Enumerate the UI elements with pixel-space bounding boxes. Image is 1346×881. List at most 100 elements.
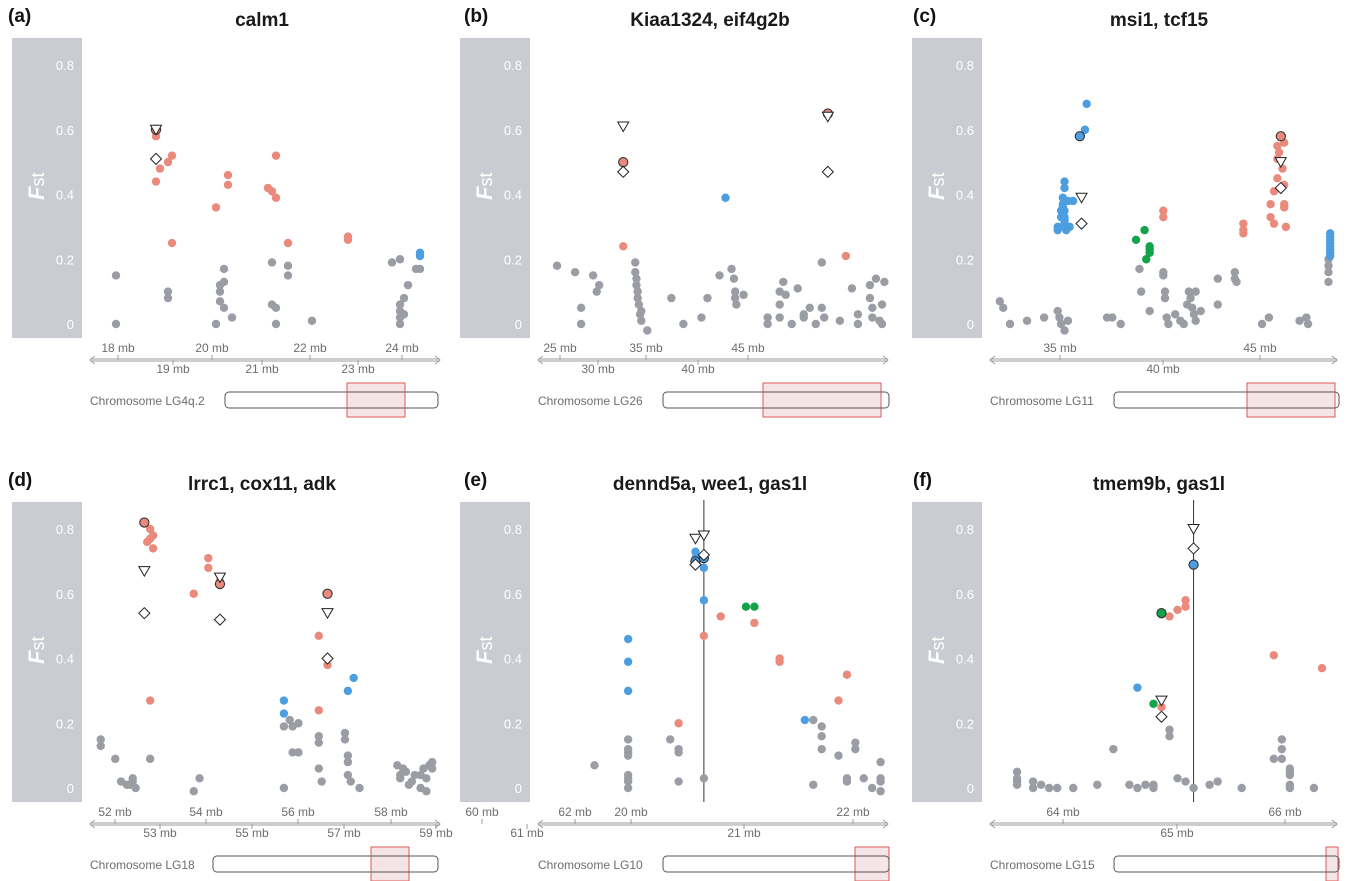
x-tick-label-top: 22 mb xyxy=(293,341,327,355)
panel-title: Kiaa1324, eif4g2b xyxy=(630,10,789,31)
x-tick-label-bottom: 19 mb xyxy=(156,362,190,376)
x-tick-label-bottom: 53 mb xyxy=(143,826,177,840)
data-point-red xyxy=(1239,219,1248,228)
triangle-marker xyxy=(213,572,227,584)
y-tick-label: 0.2 xyxy=(56,716,74,731)
data-point-blue xyxy=(721,193,730,202)
panel-letter: (e) xyxy=(464,470,487,491)
triangle-marker xyxy=(616,121,630,133)
data-point-gray xyxy=(1028,777,1038,786)
data-point-gray xyxy=(703,293,712,303)
data-point-gray xyxy=(576,303,586,313)
outlined-point xyxy=(1275,131,1286,142)
chromosome-ideogram xyxy=(212,855,439,873)
chromosome-ideogram xyxy=(1113,855,1340,873)
data-point-gray xyxy=(1093,780,1102,789)
chromosome-label: Chromosome LG18 xyxy=(90,858,195,872)
x-tick-label-top: 58 mb xyxy=(374,805,408,819)
data-point-gray xyxy=(763,313,772,322)
x-axis-right-cap xyxy=(1331,819,1338,829)
data-point-gray xyxy=(1060,326,1069,335)
data-point-gray xyxy=(1055,313,1064,322)
data-point-gray xyxy=(1303,319,1313,329)
data-point-red xyxy=(716,612,725,621)
data-point-gray xyxy=(631,268,640,277)
data-point-red xyxy=(271,193,281,202)
data-point-gray xyxy=(227,313,237,322)
data-point-red xyxy=(343,235,353,245)
data-point-gray xyxy=(288,748,297,757)
data-point-red xyxy=(1239,229,1248,238)
chart-panel: (f) tmem9b, gas1l 0 0.2 0.4 0.6 0.8 Fst 64 mb 66 … xyxy=(912,470,1340,881)
panel-letter: (a) xyxy=(8,6,31,27)
data-point-gray xyxy=(817,744,826,754)
data-point-gray xyxy=(355,783,364,793)
data-point-gray xyxy=(1056,319,1066,329)
data-point-gray xyxy=(294,748,303,757)
triangle-marker xyxy=(1075,192,1088,204)
data-point-gray xyxy=(588,271,598,280)
data-point-gray xyxy=(1160,287,1170,296)
data-point-gray xyxy=(817,722,826,731)
data-point-gray xyxy=(219,303,229,313)
data-point-gray xyxy=(343,751,353,760)
diamond-marker xyxy=(1155,710,1168,723)
chromosome-highlight-region xyxy=(1246,382,1336,418)
x-tick-label-bottom: 21 mb xyxy=(245,362,279,376)
data-point-gray xyxy=(395,300,405,309)
data-point-gray xyxy=(1213,777,1222,786)
data-point-gray xyxy=(307,316,317,325)
data-point-gray xyxy=(666,735,675,744)
y-tick-label: 0 xyxy=(515,317,522,332)
chromosome-highlight-region xyxy=(1325,846,1339,881)
data-point-gray xyxy=(283,271,293,280)
chromosome-ideogram xyxy=(662,391,890,409)
x-tick-label-bottom: 40 mb xyxy=(1146,362,1180,376)
chromosome-label: Chromosome LG10 xyxy=(538,858,643,872)
data-point-gray xyxy=(1285,783,1295,793)
y-tick-label: 0.2 xyxy=(56,252,74,267)
chart-panel: (d) lrrc1, cox11, adk 0 0.2 0.4 0.6 0.8 Fst 52 m… xyxy=(8,470,592,881)
y-label-sub: st xyxy=(476,637,496,651)
data-point-gray xyxy=(427,764,437,773)
data-point-gray xyxy=(847,284,857,293)
y-axis-label: Fst xyxy=(24,173,49,200)
data-point-blue xyxy=(1325,251,1335,261)
data-point-gray xyxy=(189,787,198,796)
panel-title: lrrc1, cox11, adk xyxy=(188,474,336,495)
data-point-red xyxy=(775,657,784,666)
data-point-gray xyxy=(1324,261,1333,270)
data-point-gray xyxy=(1133,783,1142,793)
data-point-green xyxy=(1131,235,1141,245)
data-point-red xyxy=(143,537,152,547)
y-axis-label: Fst xyxy=(472,173,497,200)
x-axis-left-cap xyxy=(989,355,996,365)
data-point-gray xyxy=(215,287,225,296)
outlined-point xyxy=(139,517,150,528)
data-point-gray xyxy=(111,271,121,280)
outlined-point xyxy=(322,588,333,599)
data-point-gray xyxy=(211,319,221,329)
y-tick-label: 0.8 xyxy=(504,58,522,73)
x-tick-label-bottom: 23 mb xyxy=(341,362,375,376)
data-point-red xyxy=(1181,602,1190,611)
data-point-gray xyxy=(1184,287,1194,296)
data-point-gray xyxy=(730,287,740,296)
data-point-gray xyxy=(632,280,641,290)
x-tick-label-bottom: 21 mb xyxy=(727,826,761,840)
data-point-red xyxy=(841,251,851,261)
data-point-blue xyxy=(691,547,700,556)
y-label-sub: st xyxy=(928,173,948,187)
y-tick-label: 0.4 xyxy=(956,188,974,203)
data-point-gray xyxy=(283,261,293,270)
y-tick-label: 0.8 xyxy=(56,58,74,73)
chart-panel: (a) calm1 0 0.2 0.4 0.6 0.8 Fst 18 mb 20 mb 22 mb 2… xyxy=(8,6,441,418)
data-point-green xyxy=(750,602,759,611)
data-point-gray xyxy=(1116,319,1125,329)
chromosome-highlight-region xyxy=(854,846,890,881)
data-point-gray xyxy=(1324,268,1333,277)
data-point-gray xyxy=(1108,313,1117,322)
data-point-gray xyxy=(623,783,633,793)
data-point-gray xyxy=(1277,735,1287,744)
